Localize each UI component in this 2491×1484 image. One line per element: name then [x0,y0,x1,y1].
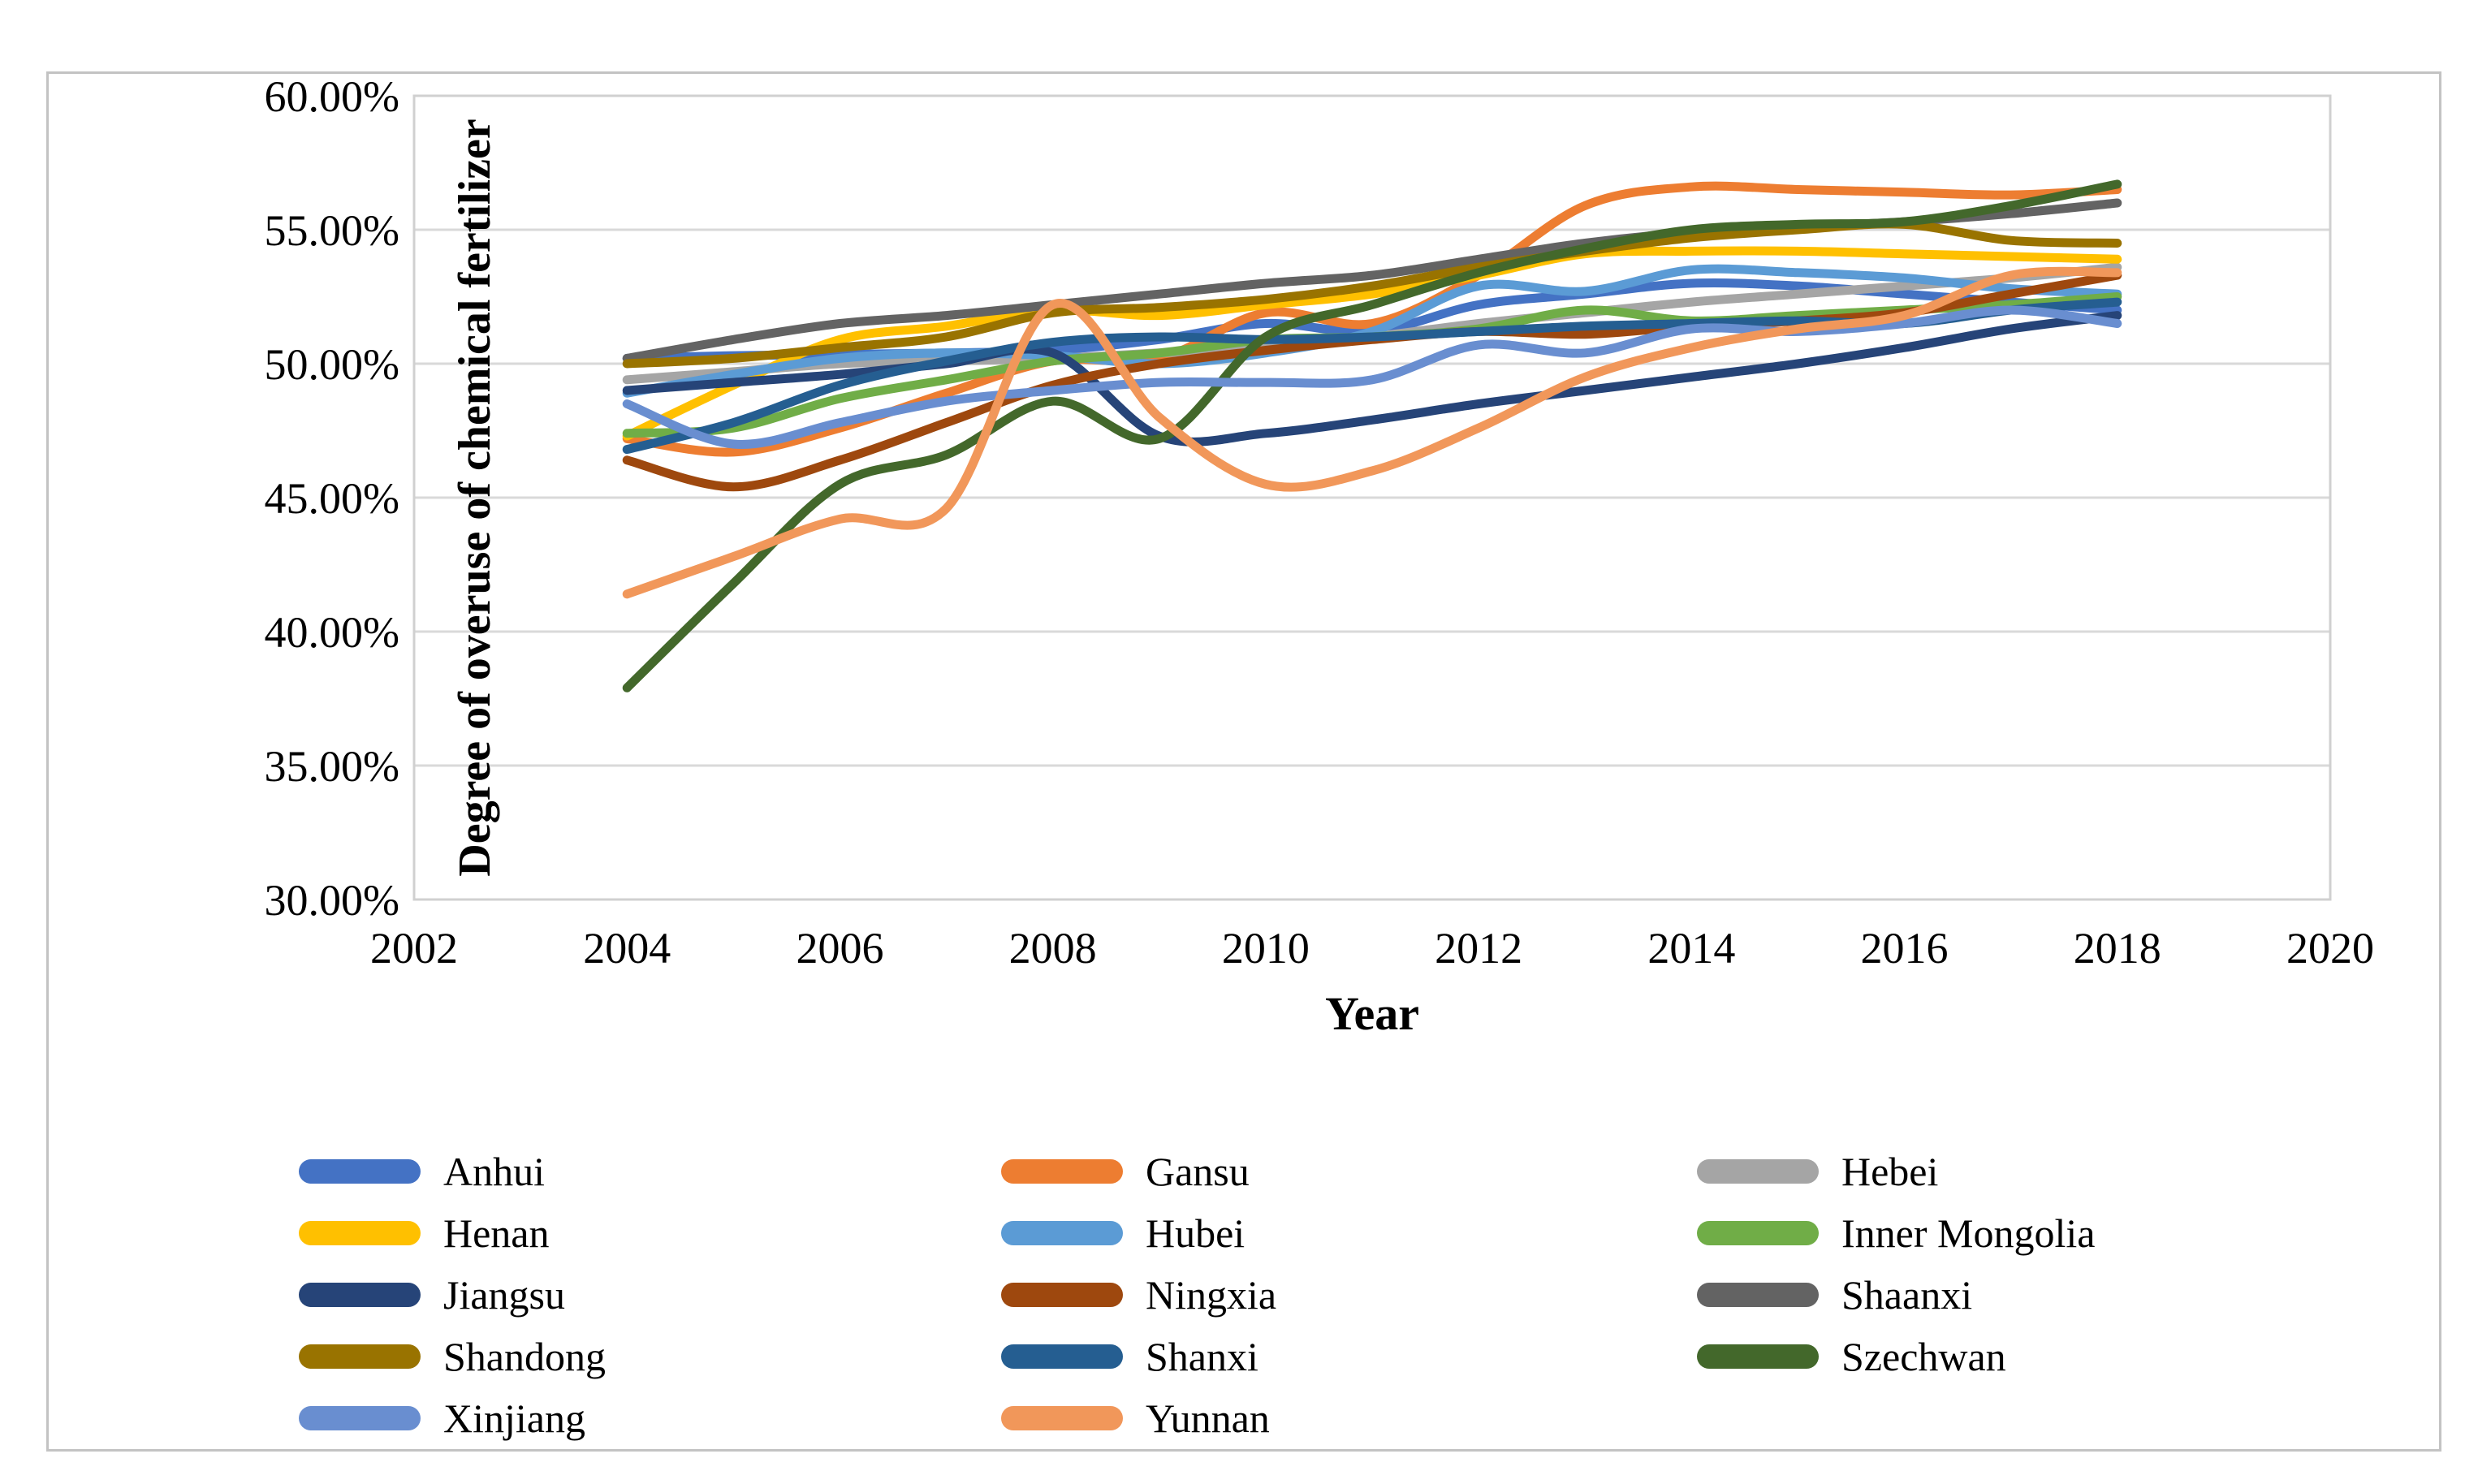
x-tick-2012: 2012 [1435,924,1522,973]
x-tick-2018: 2018 [2074,924,2161,973]
x-tick-2006: 2006 [796,924,883,973]
x-tick-2020: 2020 [2286,924,2374,973]
legend-swatch-hebei [1697,1159,1819,1184]
legend-swatch-ningxia [1001,1283,1123,1307]
series-line-xinjiang [622,305,2122,449]
legend-item-hebei: Hebei [1697,1146,1938,1197]
legend-item-shandong: Shandong [299,1331,606,1382]
legend-label-ningxia: Ningxia [1146,1272,1277,1318]
legend-label-jiangsu: Jiangsu [443,1272,565,1318]
legend-item-shanxi: Shanxi [1001,1331,1258,1382]
x-tick-2014: 2014 [1647,924,1735,973]
legend-item-inner-mongolia: Inner Mongolia [1697,1208,2095,1258]
legend-item-yunnan: Yunnan [1001,1393,1270,1443]
x-tick-2010: 2010 [1222,924,1310,973]
legend-item-jiangsu: Jiangsu [299,1270,565,1320]
figure-border [46,71,2441,1452]
legend-swatch-szechwan [1697,1344,1819,1369]
legend-label-xinjiang: Xinjiang [443,1396,585,1441]
plot-border [412,94,2332,901]
x-axis-title: Year [1325,987,1419,1040]
legend-label-yunnan: Yunnan [1146,1396,1270,1441]
legend-label-anhui: Anhui [443,1149,545,1194]
legend-item-szechwan: Szechwan [1697,1331,2006,1382]
legend-swatch-gansu [1001,1159,1123,1184]
y-tick-40: 40.00% [265,608,399,657]
legend-swatch-inner-mongolia [1697,1221,1819,1245]
series-line-jiangsu [622,311,2122,446]
series-line-szechwan [622,179,2122,692]
series-line-henan [622,246,2122,441]
legend-item-anhui: Anhui [299,1146,545,1197]
y-tick-45: 45.00% [265,474,399,523]
y-tick-50: 50.00% [265,340,399,389]
legend-swatch-shanxi [1001,1344,1123,1369]
legend-swatch-hubei [1001,1221,1123,1245]
legend-swatch-anhui [299,1159,421,1184]
legend-label-shanxi: Shanxi [1146,1334,1258,1379]
y-tick-35: 35.00% [265,742,399,791]
y-tick-60: 60.00% [265,72,399,121]
legend-item-henan: Henan [299,1208,550,1258]
x-tick-2008: 2008 [1009,924,1097,973]
legend-item-shaanxi: Shaanxi [1697,1270,1972,1320]
legend-label-inner-mongolia: Inner Mongolia [1841,1210,2096,1256]
legend-item-ningxia: Ningxia [1001,1270,1276,1320]
legend-item-xinjiang: Xinjiang [299,1393,585,1443]
legend-label-gansu: Gansu [1146,1149,1250,1194]
legend-swatch-shandong [299,1344,421,1369]
y-axis-title: Degree of overuse of chemical fertilizer [450,119,500,877]
x-tick-2002: 2002 [370,924,458,973]
series-line-hubei [622,264,2122,398]
y-tick-55: 55.00% [265,206,399,255]
series-line-yunnan [622,266,2122,599]
legend-swatch-shaanxi [1697,1283,1819,1307]
chart-legend: Anhui Gansu Hebei Henan Hubei Inner Mongolia J… [299,1146,2329,1463]
legend-label-shaanxi: Shaanxi [1841,1272,1973,1318]
legend-item-hubei: Hubei [1001,1208,1245,1258]
legend-label-hebei: Hebei [1841,1149,1939,1194]
legend-swatch-jiangsu [299,1283,421,1307]
y-tick-30: 30.00% [265,876,399,925]
x-tick-2016: 2016 [1861,924,1949,973]
legend-label-henan: Henan [443,1210,550,1256]
legend-label-hubei: Hubei [1146,1210,1246,1256]
legend-swatch-xinjiang [299,1406,421,1430]
legend-item-gansu: Gansu [1001,1146,1250,1197]
x-tick-2004: 2004 [583,924,671,973]
legend-label-szechwan: Szechwan [1841,1334,2006,1379]
legend-swatch-yunnan [1001,1406,1123,1430]
legend-swatch-henan [299,1221,421,1245]
legend-label-shandong: Shandong [443,1334,606,1379]
